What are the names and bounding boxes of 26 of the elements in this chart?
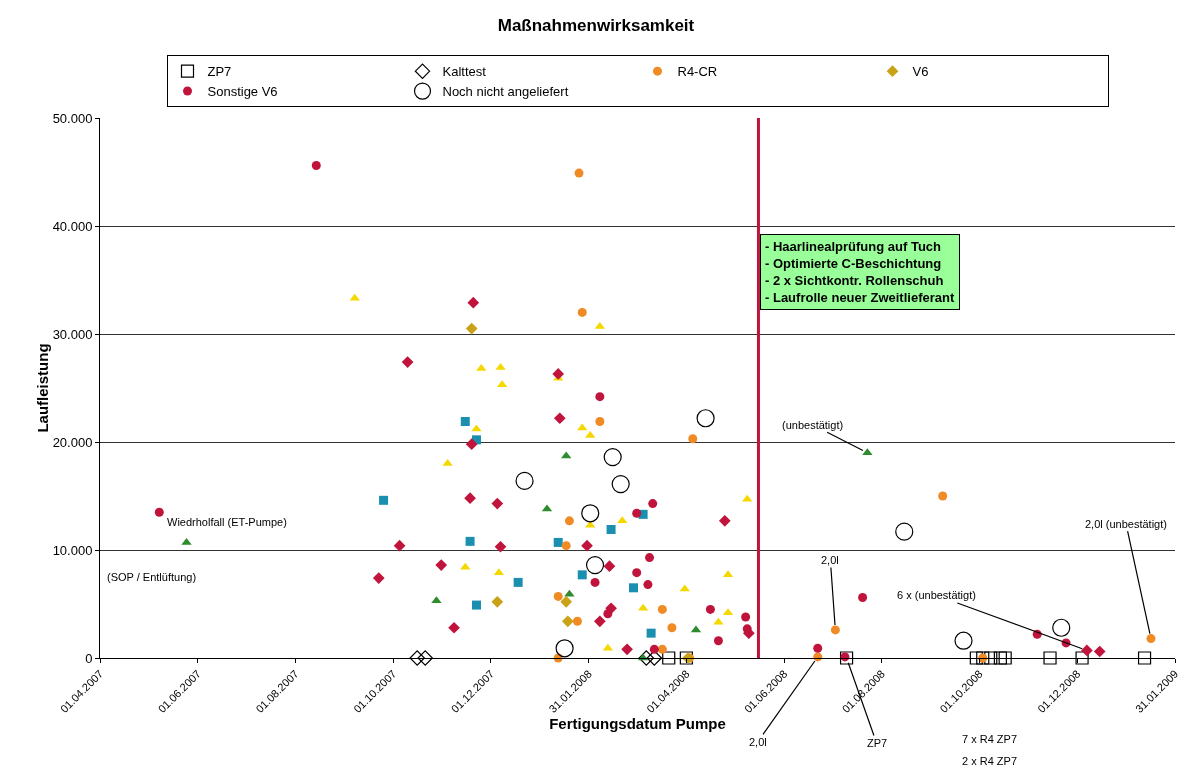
legend-label: Kalttest: [442, 64, 487, 80]
legend-label: Sonstige V6: [207, 84, 278, 100]
annotation: - Haarlinealprüfung auf Tuch - Optimierte C-Beschichtung - 2 x Sichtkontr. Rollenschuh - Laufrolle neuer Zweitlieferant: [765, 239, 955, 305]
y-tick-label: 10.000: [52, 542, 93, 558]
annotation: 6 x (unbestätigt): [897, 589, 976, 601]
legend-label: V6: [912, 64, 929, 80]
text: 2 x R4 ZP7: [962, 755, 1018, 767]
annotation: 2,0l: [821, 554, 839, 566]
text: 7 x R4 ZP7: [962, 733, 1018, 745]
y-tick-label: 20.000: [52, 434, 93, 450]
legend-label: R4-CR: [677, 64, 718, 80]
annotation: (unbestätigt): [782, 419, 844, 431]
y-tick-label: 40.000: [52, 218, 93, 234]
legend-label: ZP7: [207, 64, 232, 80]
chart-title: Maßnahmenwirksamkeit: [497, 16, 695, 36]
y-tick-label: 0: [85, 650, 93, 666]
legend-label: Noch nicht angeliefert: [442, 84, 569, 100]
y-axis-title: Laufleistung: [33, 343, 51, 433]
annotation: ZP7: [867, 737, 888, 749]
annotation: (SOP / Entlüftung): [107, 571, 197, 583]
annotation: Wiedrholfall (ET-Pumpe): [167, 516, 287, 528]
y-tick-label: 50.000: [52, 110, 93, 126]
annotation: 2,0l: [749, 736, 767, 748]
x-axis-title: Fertigungsdatum Pumpe: [549, 714, 726, 732]
annotation: 2,0l (unbestätigt): [1085, 518, 1167, 530]
y-tick-label: 30.000: [52, 326, 93, 342]
